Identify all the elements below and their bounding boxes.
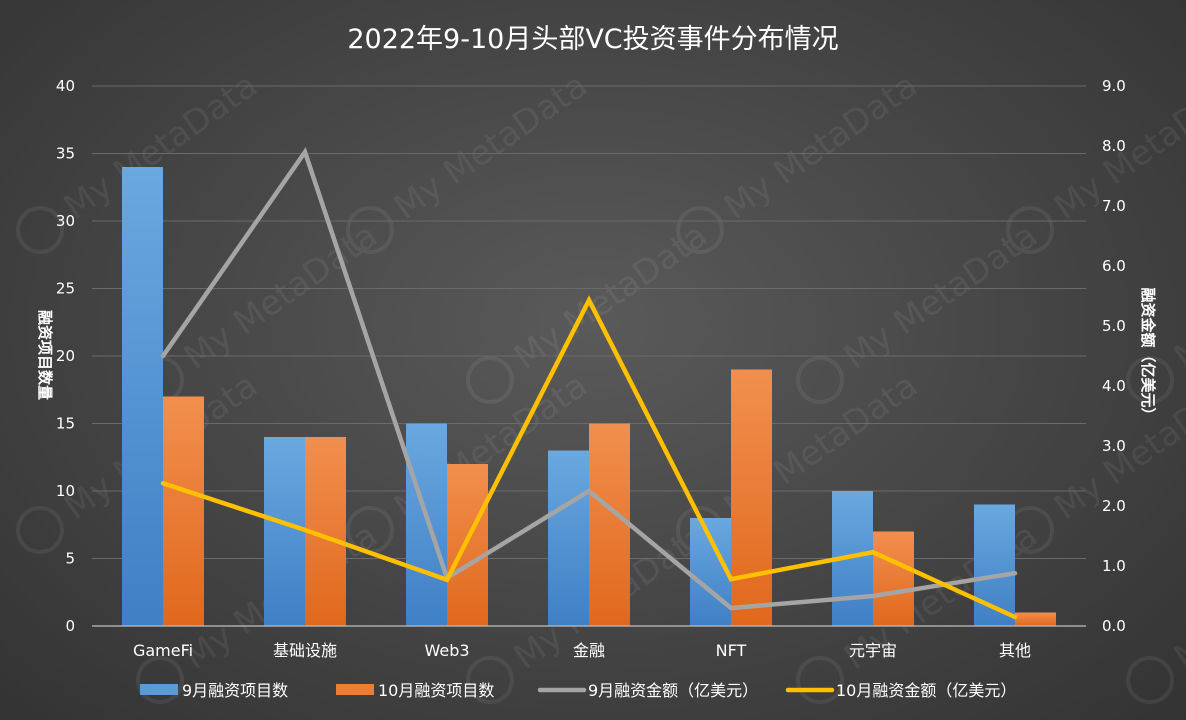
y-tick-label-right: 7.0 [1102, 197, 1126, 215]
x-axis: GameFi 基础设施 Web3 金融 NFT 元宇宙 其他 [92, 625, 1086, 660]
y-tick-label-right: 9.0 [1102, 77, 1126, 95]
y-tick-label-right: 0.0 [1102, 617, 1126, 635]
legend-item: 10月融资金额（亿美元） [785, 681, 1016, 700]
legend-item: 9月融资金额（亿美元） [537, 681, 758, 700]
legend-swatch [336, 684, 374, 695]
y-tick-label-right: 5.0 [1102, 317, 1126, 335]
bar [163, 396, 204, 626]
watermark-tile: My MetaData [1126, 515, 1186, 704]
y-axis-right-label: 融资金额（亿美元） [1139, 287, 1157, 422]
y-tick-label-left: 35 [56, 145, 75, 163]
y-tick-label-right: 4.0 [1102, 377, 1126, 395]
bar [122, 167, 163, 626]
watermark-logo-icon [466, 656, 514, 704]
watermark-logo-icon [16, 206, 64, 254]
x-tick-label: 金融 [573, 641, 605, 660]
y-tick-label-right: 6.0 [1102, 257, 1126, 275]
x-tick-label: 其他 [999, 641, 1031, 660]
legend-swatch [140, 684, 178, 695]
legend-item: 10月融资项目数 [336, 681, 494, 700]
bar [406, 423, 447, 626]
legend-item: 9月融资项目数 [140, 681, 288, 700]
y-tick-label-right: 2.0 [1102, 497, 1126, 515]
series-line [160, 295, 1018, 620]
y-tick-label-left: 0 [65, 617, 75, 635]
bars [122, 167, 1056, 626]
watermark-logo-icon [796, 356, 844, 404]
y-axis-left-label: 融资项目数量 [36, 310, 54, 400]
legend-label: 9月融资金额（亿美元） [588, 681, 758, 700]
watermark-logo-icon [346, 506, 394, 554]
y-tick-label-left: 5 [65, 550, 75, 568]
bar [731, 369, 772, 626]
bar [264, 437, 305, 626]
y-tick-label-right: 3.0 [1102, 437, 1126, 455]
y-axis-right: 0.0 1.0 2.0 3.0 4.0 5.0 6.0 7.0 8.0 9.0 [1102, 77, 1126, 635]
watermark-logo-icon [16, 506, 64, 554]
y-axis-right-title: 融资金额（亿美元） [1139, 287, 1157, 422]
chart-title: 2022年9-10月头部VC投资事件分布情况 [347, 24, 838, 55]
y-tick-label-left: 25 [56, 280, 75, 298]
watermark-tile: My MetaData [796, 215, 1045, 404]
y-tick-label-left: 40 [56, 77, 75, 95]
legend-label: 9月融资项目数 [182, 681, 288, 700]
watermark-tile: My MetaData [136, 215, 385, 404]
x-tick-label: NFT [716, 641, 747, 660]
y-axis-left: 0 5 10 15 20 25 30 35 40 [56, 77, 75, 635]
y-tick-label-left: 30 [56, 212, 75, 230]
watermark-logo-icon [1126, 656, 1174, 704]
legend-label: 10月融资金额（亿美元） [836, 681, 1016, 700]
watermark-text: My MetaData [1167, 515, 1186, 677]
lines [160, 147, 1018, 620]
watermark-logo-icon [1126, 356, 1174, 404]
watermark-text: My MetaData [717, 65, 925, 227]
legend-label: 10月融资项目数 [378, 681, 494, 700]
watermark-logo-icon [1006, 206, 1054, 254]
watermark-text: My MetaData [837, 215, 1045, 377]
x-tick-label: 基础设施 [273, 641, 337, 660]
y-tick-label-left: 10 [56, 482, 75, 500]
x-tick-label: GameFi [133, 641, 193, 660]
y-tick-label-right: 1.0 [1102, 557, 1126, 575]
watermark-logo-icon [346, 206, 394, 254]
y-axis-left-title: 融资项目数量 [36, 310, 54, 400]
watermark-text: My MetaData [387, 65, 595, 227]
x-tick-label: Web3 [424, 641, 469, 660]
watermark-tile: My MetaData [466, 215, 715, 404]
x-tick-label: 元宇宙 [849, 641, 897, 660]
watermark-logo-icon [796, 656, 844, 704]
series-line [160, 147, 1018, 611]
watermark-logo-icon [466, 356, 514, 404]
watermark-text: My MetaData [1167, 215, 1186, 377]
y-tick-label-left: 20 [56, 347, 75, 365]
bar [447, 464, 488, 626]
y-tick-label-right: 8.0 [1102, 137, 1126, 155]
watermark-logo-icon [676, 206, 724, 254]
watermark-text: My MetaData [507, 215, 715, 377]
bar [873, 531, 914, 626]
bar [589, 423, 630, 626]
watermark-tile: My MetaData [346, 65, 595, 254]
bar [548, 450, 589, 626]
watermark-tile: My MetaData [676, 65, 925, 254]
bar [1015, 612, 1056, 626]
y-tick-label-left: 15 [56, 415, 75, 433]
legend: 9月融资项目数 10月融资项目数 9月融资金额（亿美元） 10月融资金额（亿美元） [140, 681, 1016, 700]
